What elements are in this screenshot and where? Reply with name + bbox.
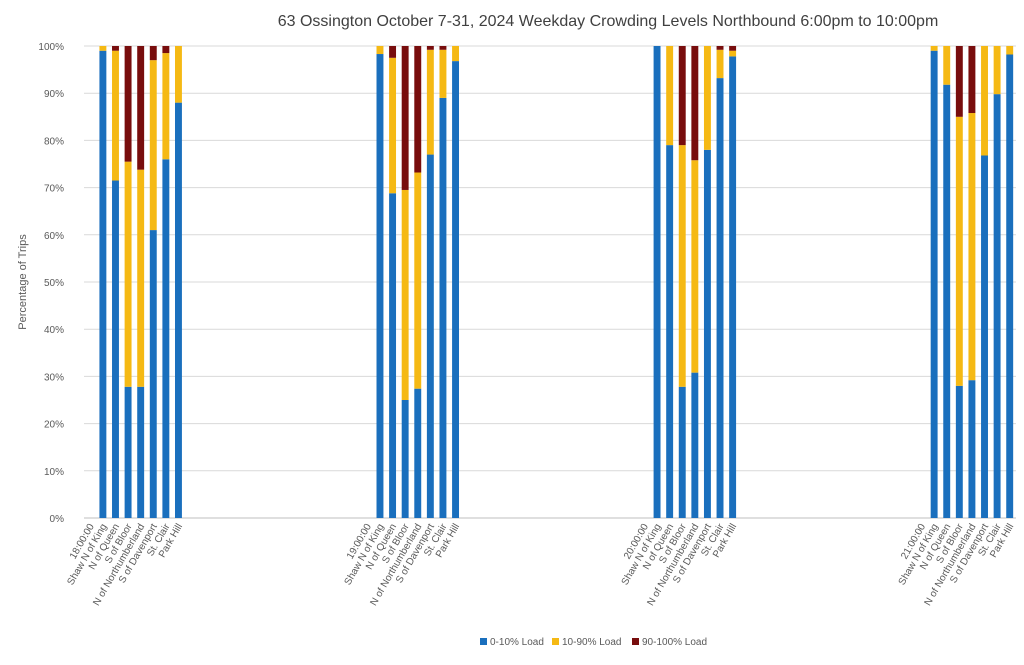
bar-segment <box>452 46 460 62</box>
bar-segment <box>137 46 145 170</box>
bar-segment <box>1006 46 1014 55</box>
bar-segment <box>439 97 447 519</box>
bar-segment <box>653 46 661 518</box>
legend-swatch <box>632 638 639 645</box>
bar-segment <box>112 50 119 181</box>
legend-swatch <box>480 638 487 645</box>
bar-segment <box>968 46 976 114</box>
bar-segment <box>930 50 938 518</box>
bar-segment <box>703 46 711 150</box>
bar-segment <box>426 49 434 155</box>
bar-segment <box>414 172 422 389</box>
y-tick-label: 50% <box>44 278 64 289</box>
bar-segment <box>716 78 724 518</box>
bar-segment <box>137 386 145 518</box>
y-tick-label: 100% <box>38 42 64 53</box>
y-axis-label: Percentage of Trips <box>17 234 29 330</box>
bar-segment <box>389 57 397 194</box>
bar-segment <box>124 161 132 387</box>
y-tick-label: 30% <box>44 372 64 383</box>
bar-segment <box>401 46 409 190</box>
bar-segment <box>943 46 951 85</box>
bar-segment <box>729 56 737 518</box>
bar-segment <box>149 60 157 231</box>
bar-segment <box>414 388 422 518</box>
bar-segment <box>691 160 699 373</box>
bar-segment <box>401 400 409 518</box>
bar-segment <box>703 149 711 518</box>
bar-segment <box>174 102 182 518</box>
chart-title: 63 Ossington October 7-31, 2024 Weekday … <box>278 13 939 30</box>
bar-segment <box>162 53 170 160</box>
bar-segment <box>666 46 674 146</box>
bar-segment <box>401 189 409 400</box>
y-tick-label: 10% <box>44 467 64 478</box>
bar-segment <box>137 169 145 387</box>
bars <box>99 46 1014 519</box>
bar-segment <box>149 230 157 518</box>
y-tick-label: 80% <box>44 136 64 147</box>
bar-segment <box>678 46 686 146</box>
bar-segment <box>99 46 107 51</box>
legend-swatch <box>552 638 559 645</box>
y-tick-label: 20% <box>44 420 64 431</box>
bar-segment <box>691 46 699 161</box>
bar-segment <box>930 46 938 51</box>
legend-label: 90-100% Load <box>642 637 707 648</box>
bar-segment <box>426 46 434 50</box>
y-tick-label: 70% <box>44 184 64 195</box>
bar-segment <box>439 49 447 98</box>
bar-segment <box>112 46 119 51</box>
bar-segment <box>162 159 170 518</box>
bar-segment <box>981 155 988 518</box>
bar-segment <box>414 46 422 173</box>
bar-segment <box>981 46 988 156</box>
bar-segment <box>968 380 976 518</box>
bar-segment <box>124 386 132 518</box>
y-tick-label: 90% <box>44 89 64 100</box>
gridlines <box>84 45 1016 519</box>
bar-segment <box>162 46 170 54</box>
bar-segment <box>968 113 976 381</box>
bar-segment <box>426 154 434 518</box>
bar-segment <box>955 385 963 518</box>
bar-segment <box>376 46 384 55</box>
bar-segment <box>691 372 699 518</box>
bar-segment <box>955 116 963 386</box>
legend-label: 10-90% Load <box>562 637 622 648</box>
bar-segment <box>716 46 724 50</box>
bar-segment <box>993 46 1001 95</box>
y-tick-labels: 0% 10% 20% 30% 40% 50% 60% 70% 80% 90% 100% <box>38 42 64 525</box>
bar-segment <box>376 54 384 519</box>
bar-segment <box>993 94 1001 519</box>
legend-label: 0-10% Load <box>490 637 544 648</box>
bar-segment <box>678 386 686 518</box>
y-tick-label: 40% <box>44 325 64 336</box>
bar-segment <box>149 46 157 61</box>
bar-segment <box>955 46 963 117</box>
y-tick-label: 60% <box>44 231 64 242</box>
bar-segment <box>439 46 447 50</box>
bar-segment <box>452 61 460 518</box>
bar-segment <box>678 145 686 387</box>
bar-segment <box>943 84 951 518</box>
bar-segment <box>389 46 397 58</box>
bar-segment <box>716 49 724 79</box>
bar-segment <box>389 193 397 518</box>
bar-segment <box>124 46 132 162</box>
bar-segment <box>99 50 107 518</box>
bar-segment <box>174 46 182 103</box>
y-tick-label: 0% <box>50 514 65 525</box>
bar-segment <box>729 50 737 57</box>
bar-segment <box>112 180 119 518</box>
bar-segment <box>729 46 737 51</box>
bar-segment <box>1006 54 1014 518</box>
bar-segment <box>666 145 674 518</box>
legend: 0-10% Load 10-90% Load 90-100% Load <box>480 637 707 648</box>
